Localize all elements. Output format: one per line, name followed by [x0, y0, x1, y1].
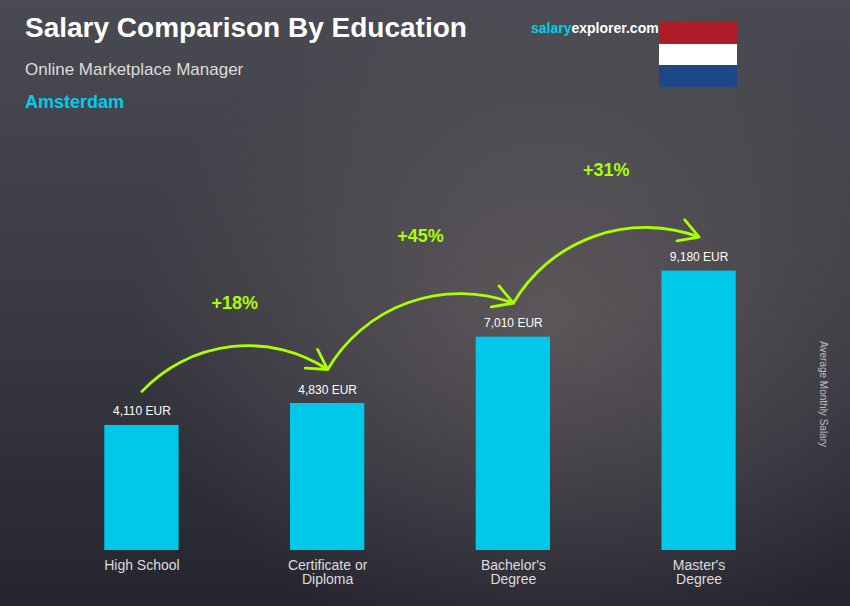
svg-text:4,110 EUR: 4,110 EUR — [113, 404, 171, 418]
svg-text:Bachelor'sDegree: Bachelor'sDegree — [481, 557, 546, 587]
svg-text:High School: High School — [104, 557, 180, 573]
svg-text:+18%: +18% — [212, 293, 259, 313]
svg-text:Certificate orDiploma: Certificate orDiploma — [288, 557, 368, 587]
svg-text:+31%: +31% — [583, 160, 630, 180]
svg-text:9,180 EUR: 9,180 EUR — [670, 250, 729, 264]
svg-text:4,830 EUR: 4,830 EUR — [298, 383, 357, 397]
svg-text:+45%: +45% — [397, 226, 444, 246]
html-text:Online Marketplace Manager: Online Marketplace Manager — [25, 60, 244, 79]
html-text:Average Monthly Salary: Average Monthly Salary — [817, 341, 829, 447]
svg-text:Master'sDegree: Master'sDegree — [673, 557, 725, 587]
html-text:Salary Comparison By Education: Salary Comparison By Education — [25, 12, 467, 43]
html-text:Amsterdam: Amsterdam — [25, 92, 124, 112]
svg-text:7,010 EUR: 7,010 EUR — [484, 316, 543, 330]
html-text:salary explorer.com: salary explorer.com — [531, 20, 659, 36]
